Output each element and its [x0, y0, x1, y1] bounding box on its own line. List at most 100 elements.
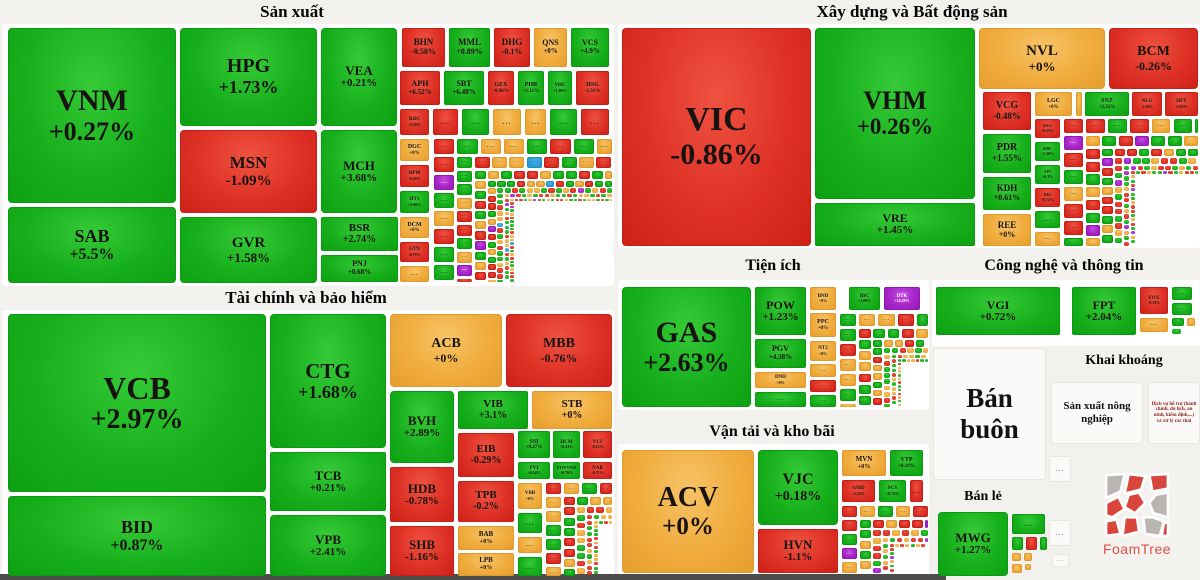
mini-tile[interactable] — [891, 391, 897, 396]
mini-tile[interactable] — [474, 180, 486, 189]
mini-tile[interactable] — [598, 520, 603, 524]
tile-bnd[interactable]: BND +0% — [810, 287, 836, 310]
mini-tile[interactable] — [1130, 201, 1135, 205]
mini-tile[interactable] — [563, 538, 575, 547]
mini-tile[interactable] — [593, 545, 598, 549]
mini-tile[interactable] — [578, 198, 582, 201]
mini-tile[interactable] — [504, 261, 510, 266]
mini-tile[interactable] — [1165, 165, 1171, 170]
mini-tile[interactable] — [523, 198, 528, 201]
mini-tile[interactable] — [859, 550, 871, 559]
tile-vib[interactable]: VIB +3.1% — [458, 391, 528, 429]
mini-tile[interactable] — [563, 517, 575, 526]
mini-tile[interactable] — [555, 188, 562, 193]
mini-tile[interactable] — [889, 551, 894, 555]
mini-tile[interactable] — [474, 211, 486, 220]
mini-tile[interactable] — [1085, 225, 1100, 236]
mini-tile[interactable] — [872, 520, 884, 528]
mini-tile[interactable] — [596, 507, 604, 513]
mini-tile[interactable] — [555, 193, 561, 198]
mini-tile[interactable]: ... — [1052, 554, 1069, 567]
mini-tile[interactable] — [897, 385, 901, 388]
mini-tile[interactable]: ... — [550, 109, 577, 135]
mini-tile[interactable] — [882, 537, 889, 543]
mini-tile[interactable] — [591, 198, 596, 201]
mini-tile[interactable] — [577, 188, 584, 193]
tile-vci[interactable]: VCI -0.23% — [583, 431, 612, 458]
mini-tile[interactable] — [1102, 177, 1113, 186]
mini-tile[interactable] — [1114, 201, 1123, 208]
mini-tile[interactable] — [896, 537, 903, 543]
mini-tile[interactable] — [504, 230, 510, 234]
mini-tile[interactable] — [576, 537, 585, 544]
mini-tile[interactable] — [925, 520, 928, 528]
mini-tile[interactable] — [859, 340, 871, 349]
mini-tile[interactable]: ... — [842, 534, 857, 545]
tile-nvl[interactable]: NVL +0% — [979, 28, 1105, 89]
mini-tile[interactable] — [1085, 212, 1100, 223]
tile-ssi[interactable]: SSI +0.27% — [518, 431, 550, 458]
mini-tile[interactable]: ... — [1085, 119, 1105, 133]
mini-tile[interactable] — [497, 188, 504, 193]
mini-tile[interactable]: ... — [840, 314, 857, 326]
mini-tile[interactable] — [1130, 196, 1135, 200]
mini-tile[interactable] — [510, 198, 514, 201]
mini-tile[interactable]: ... — [910, 480, 923, 502]
mini-tile[interactable] — [586, 507, 595, 513]
mini-tile[interactable] — [593, 549, 598, 553]
tile-vnm[interactable]: VNM +0.27% — [8, 28, 176, 203]
mini-tile[interactable] — [533, 198, 537, 201]
mini-tile[interactable] — [586, 571, 593, 576]
tile-b-n-bu-n[interactable]: Bán buôn — [933, 348, 1046, 480]
mini-tile[interactable] — [897, 374, 901, 377]
tile-pnj[interactable]: PNJ +0.68% — [321, 255, 398, 282]
mini-tile[interactable] — [576, 530, 585, 536]
mini-tile[interactable] — [902, 359, 906, 362]
tile-fpt[interactable]: FPT +2.04% — [1072, 287, 1136, 335]
mini-tile[interactable] — [1114, 223, 1123, 229]
mini-tile[interactable] — [1085, 238, 1100, 246]
mini-tile[interactable] — [1142, 158, 1150, 165]
mini-tile[interactable] — [510, 279, 514, 282]
mini-tile[interactable] — [474, 271, 486, 281]
mini-tile[interactable] — [1130, 165, 1137, 170]
mini-tile[interactable] — [911, 530, 920, 536]
mini-tile[interactable] — [907, 348, 914, 354]
tile-vea[interactable]: VEA +0.21% — [321, 28, 397, 126]
mini-tile[interactable]: ... — [492, 157, 507, 169]
mini-tile[interactable] — [584, 193, 589, 198]
mini-tile[interactable] — [497, 180, 506, 187]
mini-tile[interactable] — [873, 340, 883, 347]
mini-tile[interactable]: ... — [596, 139, 612, 154]
mini-tile[interactable] — [882, 549, 889, 554]
mini-tile[interactable] — [474, 221, 486, 230]
mini-tile[interactable] — [551, 198, 555, 201]
tile-mwg[interactable]: MWG +1.27% — [938, 512, 1008, 576]
mini-tile[interactable] — [872, 560, 881, 567]
tile-bid[interactable]: BID +0.87% — [8, 496, 266, 576]
mini-tile[interactable] — [487, 195, 496, 202]
mini-tile[interactable] — [873, 373, 883, 380]
mini-tile[interactable]: ... — [1064, 170, 1083, 184]
tile-bsr[interactable]: BSR +2.74% — [321, 217, 398, 251]
mini-tile[interactable] — [873, 381, 883, 389]
mini-tile[interactable]: ... — [457, 157, 473, 169]
mini-tile[interactable] — [1163, 170, 1168, 175]
mini-tile[interactable] — [887, 329, 900, 338]
mini-tile[interactable] — [487, 241, 496, 248]
mini-tile[interactable] — [593, 533, 598, 537]
tile-ppc[interactable]: PPC +0% — [810, 313, 836, 337]
mini-tile[interactable] — [504, 248, 510, 252]
mini-tile[interactable] — [576, 497, 588, 505]
mini-tile[interactable]: ... — [546, 567, 561, 576]
tile-vre[interactable]: VRE +1.45% — [815, 203, 975, 246]
mini-tile[interactable] — [1114, 172, 1123, 179]
mini-tile[interactable] — [546, 198, 550, 201]
mini-tile[interactable] — [514, 198, 519, 201]
mini-tile[interactable] — [586, 520, 593, 525]
mini-tile[interactable] — [548, 188, 555, 193]
mini-tile[interactable] — [1012, 553, 1021, 561]
mini-tile[interactable] — [539, 170, 551, 179]
tile-hpx[interactable]: HPX -2.03% — [1165, 92, 1198, 116]
mini-tile[interactable]: ... — [1140, 318, 1168, 332]
